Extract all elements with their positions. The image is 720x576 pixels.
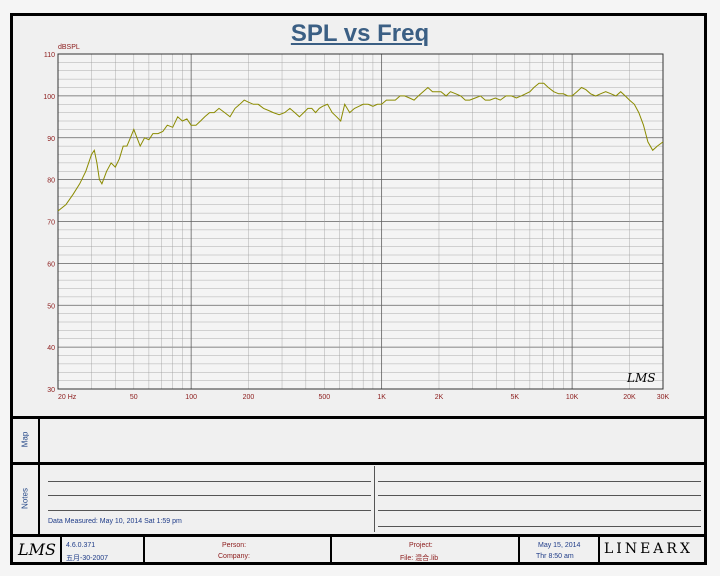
notes-section [13,462,707,537]
map-label-divider [38,419,40,463]
x-tick-label: 50 [130,394,138,401]
y-axis-label: dBSPL [58,44,80,51]
footer-logo: LMS [18,540,56,559]
y-tick-label: 50 [47,303,55,310]
build-date: 五月-30-2007 [66,555,109,562]
y-tick-label: 100 [43,94,55,101]
y-tick-label: 30 [47,387,55,394]
y-tick-label: 60 [47,261,55,268]
x-tick-label: 20K [623,394,636,401]
plot-border [57,53,664,390]
y-tick-label: 40 [47,345,55,352]
x-tick-label: 2K [435,394,444,401]
y-tick-label: 70 [47,220,55,227]
linearx-logo: LINEARX [604,541,693,557]
y-tick-label: 80 [47,178,55,185]
person-label: Person: [222,542,247,549]
footer-date: May 15, 2014 [538,542,581,549]
spl-curve [57,82,664,212]
footer-time: Thr 8:50 am [536,553,574,560]
chart-title: SPL vs Freq [290,20,430,47]
footer [13,534,707,568]
notes-label-divider [38,465,40,535]
y-tick-label: 110 [44,52,55,59]
y-tick-label: 90 [47,136,55,143]
version: 4.6.0.371 [66,542,96,549]
x-tick-label: 20 Hz [58,394,77,401]
y-tick-labels: 110 100 90 80 70 60 50 40 30 [43,52,55,394]
x-tick-label: 200 [243,394,255,401]
x-tick-labels: 20 Hz 50 100 200 500 1K 2K 5K 10K 20K 30K [58,394,670,401]
company-label: Company: [218,553,250,560]
x-tick-label: 500 [318,394,330,401]
x-tick-label: 5K [510,394,519,401]
file-label: File: 混合.lib [400,555,439,562]
project-label: Project: [409,542,433,549]
x-tick-label: 100 [185,394,197,401]
map-section [13,416,707,465]
x-tick-label: 30K [657,394,670,401]
map-label: Map [20,431,30,448]
lms-watermark: LMS [626,371,655,385]
x-tick-label: 10K [566,394,579,401]
data-measured: Data Measured: May 10, 2014 Sat 1:59 pm [48,518,182,525]
notes-label: Notes [20,488,30,509]
x-tick-label: 1K [377,394,386,401]
chart-grid [57,53,664,390]
